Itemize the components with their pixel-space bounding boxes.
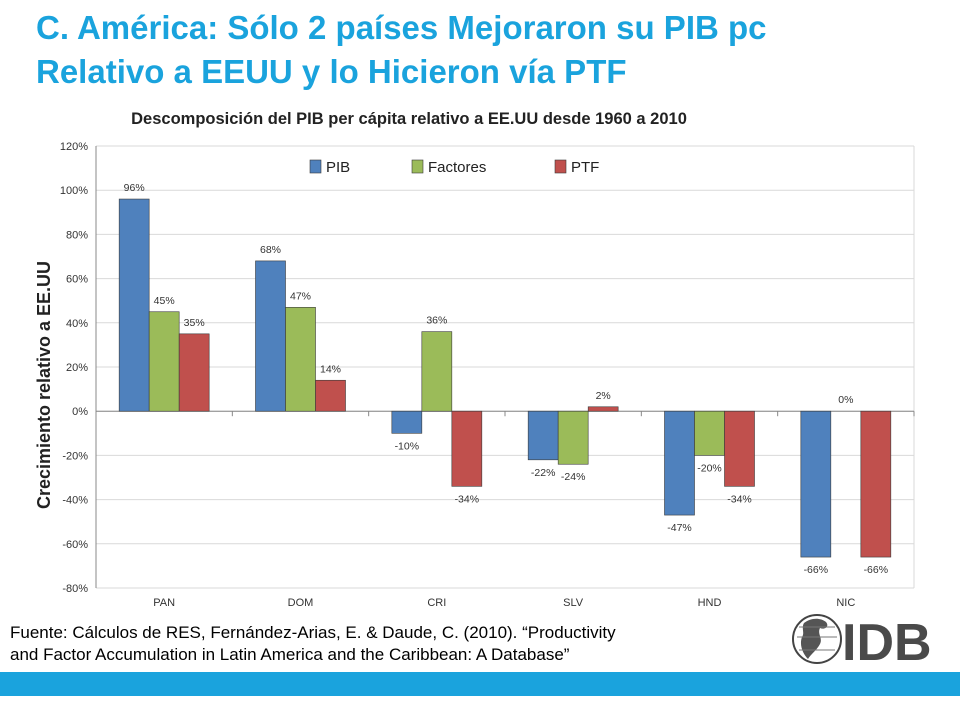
bar-pib (527, 410, 559, 461)
slide-title-line-2: Relativo a EEUU y lo Hicieron vía PTF (36, 53, 627, 90)
legend-label: PTF (571, 159, 599, 176)
y-tick-label: 20% (66, 362, 88, 374)
source-line-2: and Factor Accumulation in Latin America… (10, 645, 570, 664)
legend-swatch-pib (309, 159, 322, 174)
bar-pib (118, 198, 150, 412)
data-label: 35% (184, 317, 205, 329)
data-label: 0% (838, 394, 853, 406)
bar-pib (391, 410, 423, 434)
data-label: 47% (290, 290, 311, 302)
bar-pib (664, 410, 695, 516)
source-line-1: Fuente: Cálculos de RES, Fernández-Arias… (10, 623, 616, 642)
y-tick-label: -80% (62, 583, 88, 595)
y-tick-label: 0% (72, 406, 88, 418)
idb-logo: IDB (792, 614, 930, 670)
bar-pib (255, 260, 286, 412)
bar-ptf (724, 410, 755, 487)
bar-factores (421, 331, 453, 412)
data-label: 36% (426, 315, 447, 327)
x-tick-label: NIC (836, 597, 855, 609)
data-label: 96% (124, 182, 145, 194)
data-label: -20% (697, 462, 722, 474)
x-tick-label: SLV (563, 597, 584, 609)
slide-title-line-1: C. América: Sólo 2 países Mejoraron su P… (36, 9, 767, 46)
bottom-accent-bar (0, 672, 960, 696)
data-label: 68% (260, 244, 281, 256)
legend-label: Factores (428, 159, 486, 176)
legend-swatch-ptf (554, 159, 567, 174)
bar-ptf (860, 410, 892, 558)
chart-title: Descomposición del PIB per cápita relati… (131, 110, 687, 128)
x-tick-label: HND (698, 597, 722, 609)
y-tick-label: -20% (62, 450, 88, 462)
data-label: -34% (455, 493, 480, 505)
y-tick-label: -60% (62, 539, 88, 551)
logo-text: IDB (842, 614, 930, 670)
legend-swatch-factores (411, 159, 424, 174)
data-label: 14% (320, 363, 341, 375)
y-tick-label: 40% (66, 318, 88, 330)
bar-ptf (315, 379, 346, 412)
source-note: Fuente: Cálculos de RES, Fernández-Arias… (10, 622, 780, 666)
bar-pib (800, 410, 832, 558)
bar-factores (148, 311, 180, 412)
y-tick-label: 60% (66, 274, 88, 286)
bar-ptf (178, 333, 210, 412)
data-label: -66% (864, 564, 889, 576)
y-tick-label: 100% (60, 185, 88, 197)
x-tick-label: CRI (427, 597, 446, 609)
globe-icon (792, 614, 842, 664)
y-tick-label: -40% (62, 495, 88, 507)
slide-title: C. América: Sólo 2 países Mejoraron su P… (36, 6, 946, 94)
y-tick-label: 120% (60, 141, 88, 153)
data-label: -47% (667, 522, 692, 534)
data-label: -22% (531, 467, 556, 479)
bar-ptf (587, 406, 619, 412)
y-axis-label: Crecimiento relativo a EE.UU (34, 261, 54, 509)
bar-factores (694, 410, 725, 456)
bar-factores (557, 410, 589, 465)
data-label: 2% (596, 390, 611, 402)
x-tick-label: PAN (153, 597, 175, 609)
data-label: -10% (395, 440, 420, 452)
data-label: -34% (727, 493, 752, 505)
bar-chart: Descomposición del PIB per cápita relati… (34, 110, 915, 609)
bar-factores (285, 307, 316, 412)
bar-ptf (451, 410, 483, 487)
x-tick-label: DOM (288, 597, 314, 609)
y-tick-label: 80% (66, 229, 88, 241)
legend-label: PIB (326, 159, 350, 176)
data-label: -24% (561, 471, 586, 483)
data-label: -66% (804, 564, 829, 576)
data-label: 45% (154, 295, 175, 307)
